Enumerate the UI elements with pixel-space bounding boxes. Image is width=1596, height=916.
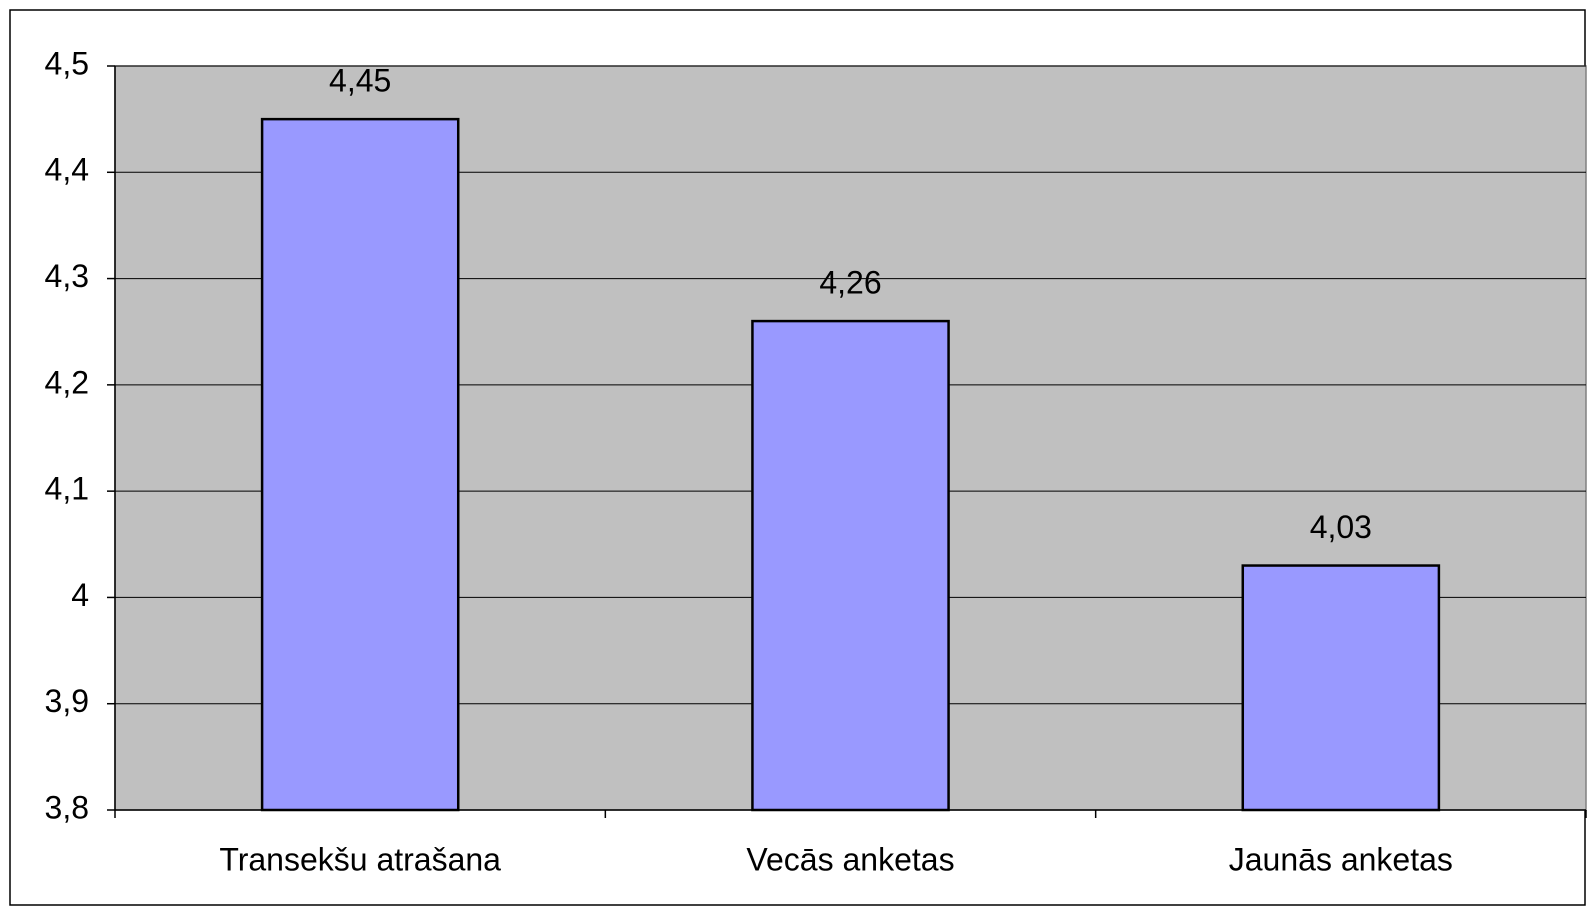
x-tick-label: Transekšu atrašana: [219, 841, 501, 877]
x-tick-label: Vecās anketas: [746, 841, 954, 877]
y-tick-label: 4,4: [45, 152, 89, 188]
x-tick-label: Jaunās anketas: [1229, 841, 1453, 877]
y-tick-label: 4,1: [45, 471, 89, 507]
y-tick-label: 3,8: [45, 789, 89, 825]
y-tick-label: 4,3: [45, 258, 89, 294]
data-label: 4,26: [819, 265, 881, 301]
y-tick-label: 3,9: [45, 683, 89, 719]
y-tick-label: 4,5: [45, 45, 89, 81]
bar: [260, 117, 460, 812]
data-label: 4,03: [1310, 509, 1372, 545]
data-label: 4,45: [329, 63, 391, 99]
bar: [1241, 564, 1441, 812]
bar: [751, 319, 950, 812]
y-tick-label: 4: [71, 577, 89, 613]
y-tick-label: 4,2: [45, 364, 89, 400]
